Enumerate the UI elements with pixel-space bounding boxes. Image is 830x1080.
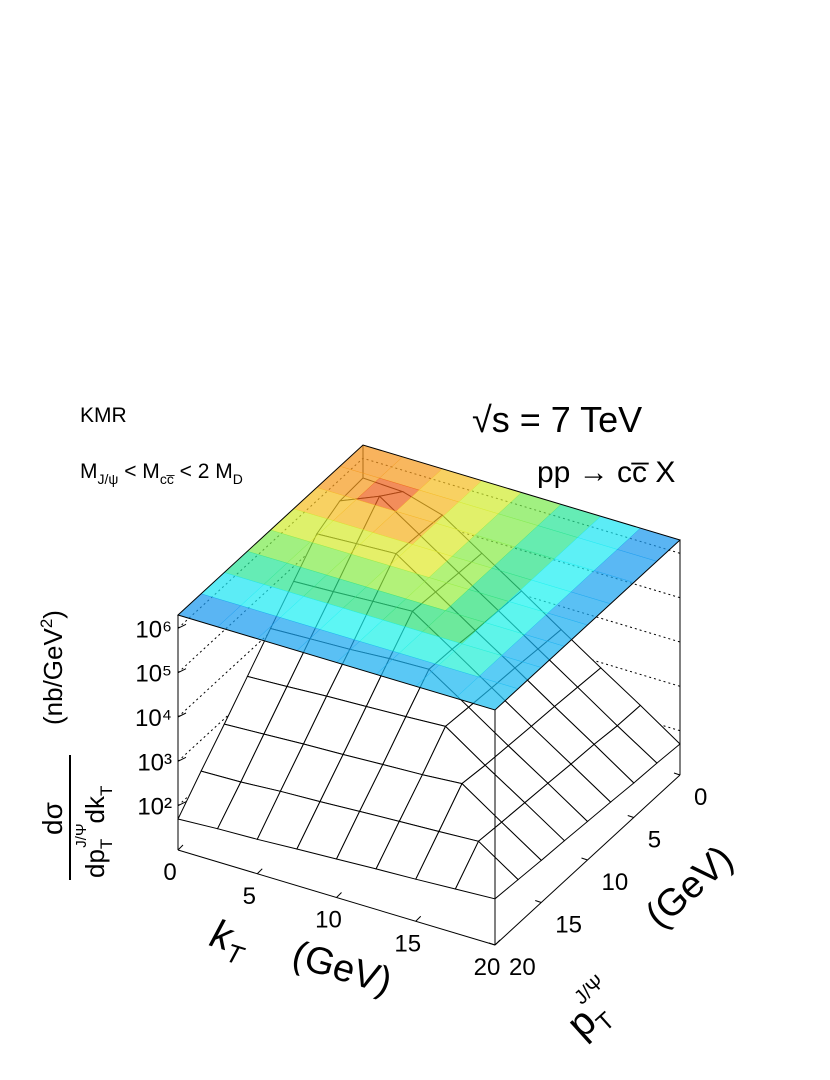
z-axis-unit: (nb/GeV2): [37, 610, 68, 725]
cut-label: MJ/ψ < Mcc̅ < 2 MD: [80, 460, 243, 487]
z-tick: [177, 668, 187, 674]
y-tick-label: 0: [694, 784, 707, 811]
z-tick-label: 10⁵: [135, 661, 172, 688]
x-tick: [336, 892, 342, 898]
x-tick-label: 10: [315, 907, 342, 934]
y-tick: [581, 857, 588, 861]
x-tick-label: 0: [163, 859, 176, 886]
z-tick: [177, 801, 187, 807]
x-tick: [415, 915, 422, 922]
y-tick: [673, 772, 681, 776]
x-tick: [177, 844, 184, 851]
x-tick-label: 20: [474, 954, 501, 981]
x-tick: [256, 868, 263, 875]
process-label: pp → cc̅ X: [537, 456, 675, 489]
y-tick-label: 20: [509, 954, 536, 981]
x-tick-label: 5: [243, 883, 256, 910]
y-tick: [488, 942, 496, 946]
top-plane-frame: [177, 444, 681, 711]
y-tick-label: 15: [555, 912, 582, 939]
model-label: KMR: [80, 404, 127, 427]
x-tick-label: 15: [394, 930, 421, 957]
x-tick: [494, 939, 501, 946]
z-axis-numerator: dσ: [37, 802, 68, 835]
y-tick: [535, 900, 542, 903]
z-tick: [177, 623, 187, 629]
y-tick-label: 5: [648, 827, 661, 854]
z-tick-label: 10⁴: [135, 705, 172, 732]
z-tick-label: 10⁶: [135, 616, 172, 643]
y-tick-label: 10: [602, 869, 629, 896]
y-axis-label: pTJ/Ψ: [553, 971, 633, 1052]
z-tick-label: 10²: [137, 794, 172, 821]
energy-label: √s = 7 TeV: [472, 399, 642, 440]
x-axis-unit: (GeV): [287, 933, 396, 1003]
z-tick: [177, 756, 187, 762]
z-tick: [177, 712, 187, 718]
x-axis-label: kT: [203, 912, 254, 972]
z-tick-label: 10³: [137, 749, 172, 776]
y-tick: [627, 815, 634, 818]
z-axis-denominator: dpTJ/ΨdkT: [73, 786, 116, 878]
